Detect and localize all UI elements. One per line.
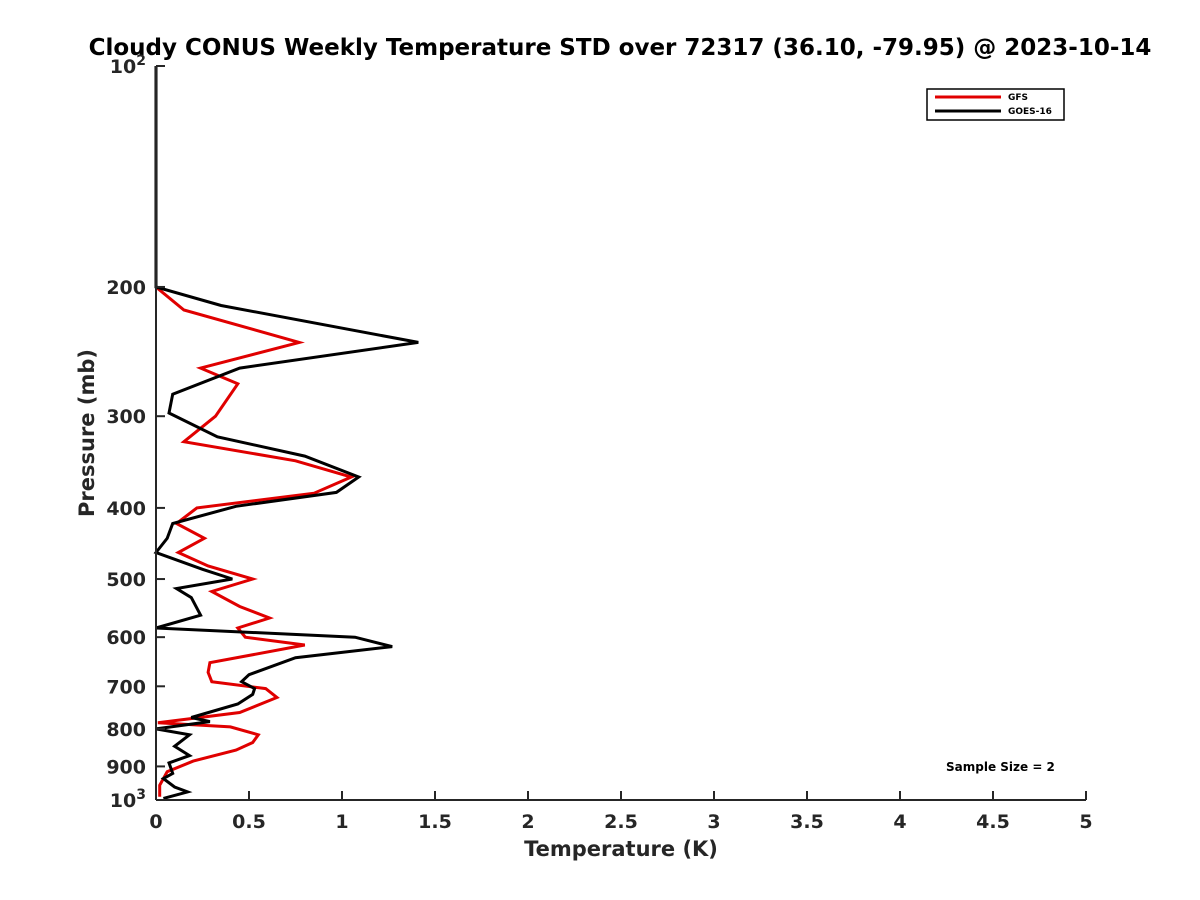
x-tick-label: 1 [335,811,348,833]
y-tick-label: 500 [106,569,146,591]
y-tick-label: 800 [106,719,146,741]
x-ticks: 0 0.5 1 1.5 2 2.5 3 3.5 4 4.5 5 [149,791,1093,833]
legend-label-gfs: GFS [1008,93,1028,103]
x-tick-label: 5 [1079,811,1092,833]
x-tick-label: 2.5 [604,811,638,833]
legend: GFS GOES-16 [926,88,1065,121]
y-tick-label: 600 [106,627,146,649]
y-tick-label: 700 [106,676,146,698]
chart-title: Cloudy CONUS Weekly Temperature STD over… [89,35,1152,61]
y-tick-label: 103 [110,787,146,812]
y-tick-exponent: 2 [136,53,146,69]
x-axis-label: Temperature (K) [524,837,718,861]
y-tick-base: 10 [110,790,136,812]
series-line-goes-16 [153,66,419,800]
legend-box [926,88,1065,121]
x-tick-label: 4.5 [976,811,1010,833]
y-tick-base: 10 [110,56,136,78]
x-tick-label: 2 [521,811,534,833]
series-layer [153,66,419,800]
legend-label-goes16: GOES-16 [1008,107,1052,117]
y-tick-exponent: 3 [136,787,146,803]
x-tick-label: 0.5 [232,811,266,833]
x-tick-label: 4 [893,811,906,833]
y-tick-label: 102 [110,53,146,78]
series-line-gfs [154,66,356,797]
y-tick-label: 900 [106,756,146,778]
x-tick-label: 3 [707,811,720,833]
sample-size-annotation: Sample Size = 2 [946,760,1055,774]
x-tick-label: 0 [149,811,162,833]
y-tick-label: 400 [106,498,146,520]
y-tick-label: 200 [106,277,146,299]
x-tick-label: 1.5 [418,811,452,833]
axes: 0 0.5 1 1.5 2 2.5 3 3.5 4 4.5 5 102200300400500600… [106,53,1092,833]
y-tick-label: 300 [106,406,146,428]
y-axis-label: Pressure (mb) [75,349,99,517]
x-tick-label: 3.5 [790,811,824,833]
